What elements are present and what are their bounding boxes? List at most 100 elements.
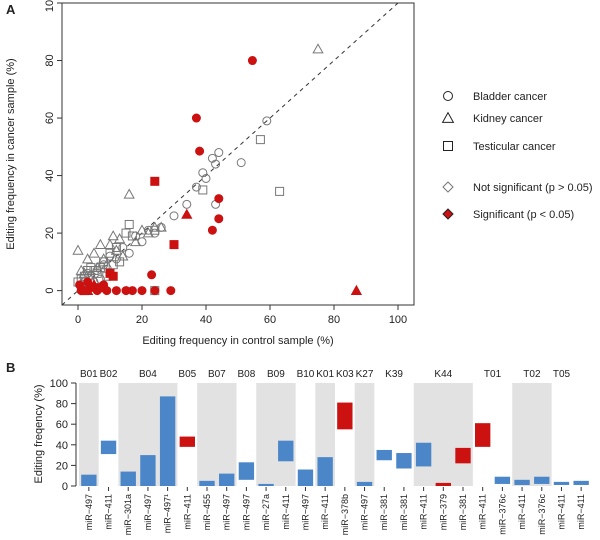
- data-point-triangle: [312, 43, 324, 54]
- data-point-triangle: [88, 247, 100, 258]
- circle-icon: [443, 91, 453, 101]
- data-point-triangle: [78, 267, 91, 278]
- y-tick-label: 60: [56, 419, 68, 431]
- mirna-label: miR−381: [399, 494, 409, 530]
- mirna-label: miR−497: [300, 494, 310, 530]
- data-point-circle: [137, 286, 147, 296]
- data-point-square: [198, 185, 208, 195]
- data-point-circle: [211, 159, 221, 169]
- x-tick-label: 40: [200, 314, 212, 326]
- data-point-square: [127, 231, 137, 241]
- group-label: T02: [523, 369, 541, 380]
- range-bar: [140, 455, 156, 486]
- group-label: T01: [484, 369, 502, 380]
- data-point-circle: [147, 270, 157, 280]
- data-point-square: [115, 257, 125, 267]
- mirna-label: miR−455: [202, 494, 212, 530]
- data-point-circle: [191, 182, 201, 192]
- group-label: K44: [434, 369, 452, 380]
- data-point-circle: [118, 242, 128, 252]
- y-tick-label: 20: [44, 227, 56, 239]
- mirna-label: miR−376c: [497, 494, 507, 535]
- legend-marker-triangle: [441, 111, 455, 123]
- mirna-label: miR−411: [478, 494, 488, 530]
- range-bar: [179, 436, 195, 447]
- data-point-triangle: [117, 250, 129, 261]
- range-bar: [376, 449, 392, 461]
- scatter-legend: Bladder cancer Kidney cancer Testicular ca…: [441, 91, 593, 221]
- mirna-label: miR−411: [556, 494, 566, 530]
- data-point-circle: [236, 158, 246, 168]
- data-point-square: [83, 265, 93, 275]
- panel-a-letter: A: [6, 2, 16, 17]
- group-label: B10: [297, 369, 315, 380]
- mirna-label: miR−497: [143, 494, 153, 530]
- triangle-icon: [441, 111, 455, 123]
- range-bar: [297, 469, 314, 486]
- data-point-circle: [150, 286, 160, 296]
- y-tick-label: 0: [44, 288, 56, 294]
- range-bar: [475, 423, 491, 447]
- data-point-square: [255, 135, 265, 145]
- range-bar: [396, 453, 412, 469]
- data-point-square: [89, 265, 99, 275]
- x-tick-label: 60: [264, 314, 276, 326]
- x-tick-label: 0: [75, 314, 81, 326]
- y-tick-label: 100: [50, 378, 68, 390]
- legend-label: Bladder cancer: [473, 91, 547, 103]
- range-bar: [337, 402, 353, 430]
- legend-label: Not significant (p > 0.05): [473, 182, 593, 194]
- mirna-label: miR−411: [576, 494, 586, 530]
- range-bar: [219, 473, 235, 486]
- diamond-icon: [442, 181, 454, 193]
- mirna-label: miR−411: [517, 494, 527, 530]
- mirna-label: miR−379: [438, 494, 448, 530]
- data-point-triangle: [181, 208, 193, 219]
- data-point-circle: [137, 237, 147, 247]
- data-point-circle: [214, 214, 224, 224]
- mirna-labels: miR−497 miR−411 miR−301a miR−497 miR−497¹ miR…: [84, 487, 586, 535]
- data-point-square: [92, 268, 102, 278]
- range-bar: [494, 476, 511, 484]
- data-point-circle: [262, 116, 272, 126]
- group-band: [256, 383, 296, 486]
- mirna-label: miR−497: [360, 494, 370, 530]
- group-label: B08: [237, 369, 255, 380]
- group-label: B07: [208, 369, 226, 380]
- group-band: [354, 383, 375, 486]
- square-icon: [443, 141, 453, 151]
- range-bar: [317, 457, 333, 486]
- data-point-square: [99, 257, 109, 267]
- group-band: [512, 383, 552, 486]
- scatter-y-axis: 0 20 40 60 80 100: [44, 0, 62, 294]
- y-tick-label: 20: [56, 460, 68, 472]
- data-point-square: [95, 263, 105, 273]
- legend-label: Kidney cancer: [473, 113, 543, 125]
- data-point-square: [105, 248, 115, 258]
- data-point-square: [108, 271, 118, 281]
- data-point-triangle: [94, 238, 107, 249]
- range-bar: [435, 482, 451, 486]
- data-point-triangle: [350, 284, 363, 295]
- group-label: K01: [316, 369, 334, 380]
- mirna-label: miR−411: [320, 494, 330, 530]
- range-bar: [573, 480, 589, 485]
- y-tick-label: 40: [56, 440, 68, 452]
- data-point-square: [169, 240, 179, 250]
- scatter-y-axis-title: Editing frequency in cancer sample (%): [5, 58, 17, 249]
- range-bar: [199, 480, 215, 486]
- group-label: B01: [80, 369, 98, 380]
- diamond-icon: [442, 208, 454, 220]
- data-point-square: [124, 219, 134, 229]
- data-point-triangle: [104, 238, 116, 249]
- data-point-square: [111, 242, 121, 252]
- panel-b-letter: B: [6, 360, 15, 375]
- data-point-triangle: [72, 244, 84, 255]
- mirna-label: miR−411: [419, 494, 429, 530]
- group-label: B09: [267, 369, 285, 380]
- scatter-x-axis: 0 20 40 60 80 100: [75, 305, 407, 326]
- data-point-circle: [214, 148, 224, 158]
- group-label: B05: [178, 369, 196, 380]
- y-tick-label: 40: [44, 169, 56, 181]
- data-point-square: [150, 225, 160, 235]
